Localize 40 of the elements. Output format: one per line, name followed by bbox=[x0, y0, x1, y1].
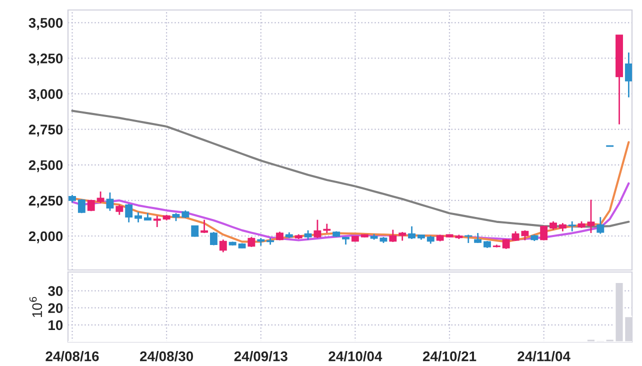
candlestick bbox=[389, 229, 397, 243]
candlestick bbox=[624, 52, 632, 98]
y-tick-label: 20 bbox=[48, 303, 63, 314]
x-tick-label: 24/11/04 bbox=[518, 351, 570, 362]
candlestick bbox=[106, 192, 114, 212]
candlestick bbox=[596, 216, 604, 234]
candlestick bbox=[96, 190, 104, 204]
candlestick bbox=[587, 199, 595, 234]
y-tick-label: 3,500 bbox=[28, 18, 63, 30]
candlestick bbox=[248, 236, 256, 248]
candlestick bbox=[502, 238, 510, 250]
candlestick bbox=[314, 219, 322, 239]
y-axis-title: 10$^{6}$ bbox=[29, 296, 42, 318]
y-tick-label: 30 bbox=[48, 286, 63, 296]
y-tick-label: 2,500 bbox=[28, 160, 63, 172]
y-tick-label: 2,000 bbox=[28, 231, 63, 244]
candlestick bbox=[521, 230, 529, 241]
candlestick bbox=[153, 215, 161, 228]
candlestick bbox=[474, 232, 482, 244]
x-tick-label: 24/10/04 bbox=[328, 351, 382, 362]
candlestick bbox=[304, 230, 312, 240]
x-tick-label: 24/08/30 bbox=[140, 351, 194, 362]
y-tick-label: 3,250 bbox=[28, 54, 63, 66]
candlestick bbox=[512, 230, 520, 242]
candlestick bbox=[568, 220, 576, 232]
candlestick bbox=[540, 225, 548, 241]
y-tick-label: 3,000 bbox=[28, 89, 63, 101]
y-tick-label: 2,750 bbox=[28, 124, 63, 137]
candlestick bbox=[210, 231, 218, 246]
candlestick bbox=[116, 204, 124, 216]
candlestick bbox=[408, 226, 416, 240]
y-tick-label: 2,250 bbox=[28, 196, 63, 208]
candlestick bbox=[78, 198, 86, 214]
y-tick-label: 10 bbox=[48, 320, 63, 330]
x-tick-label: 24/10/21 bbox=[422, 351, 476, 362]
candlestick bbox=[219, 238, 227, 253]
x-tick-label: 24/08/16 bbox=[46, 351, 99, 362]
x-tick-label: 24/09/13 bbox=[234, 351, 288, 362]
candlestick bbox=[134, 211, 142, 224]
candlestick bbox=[125, 203, 133, 224]
